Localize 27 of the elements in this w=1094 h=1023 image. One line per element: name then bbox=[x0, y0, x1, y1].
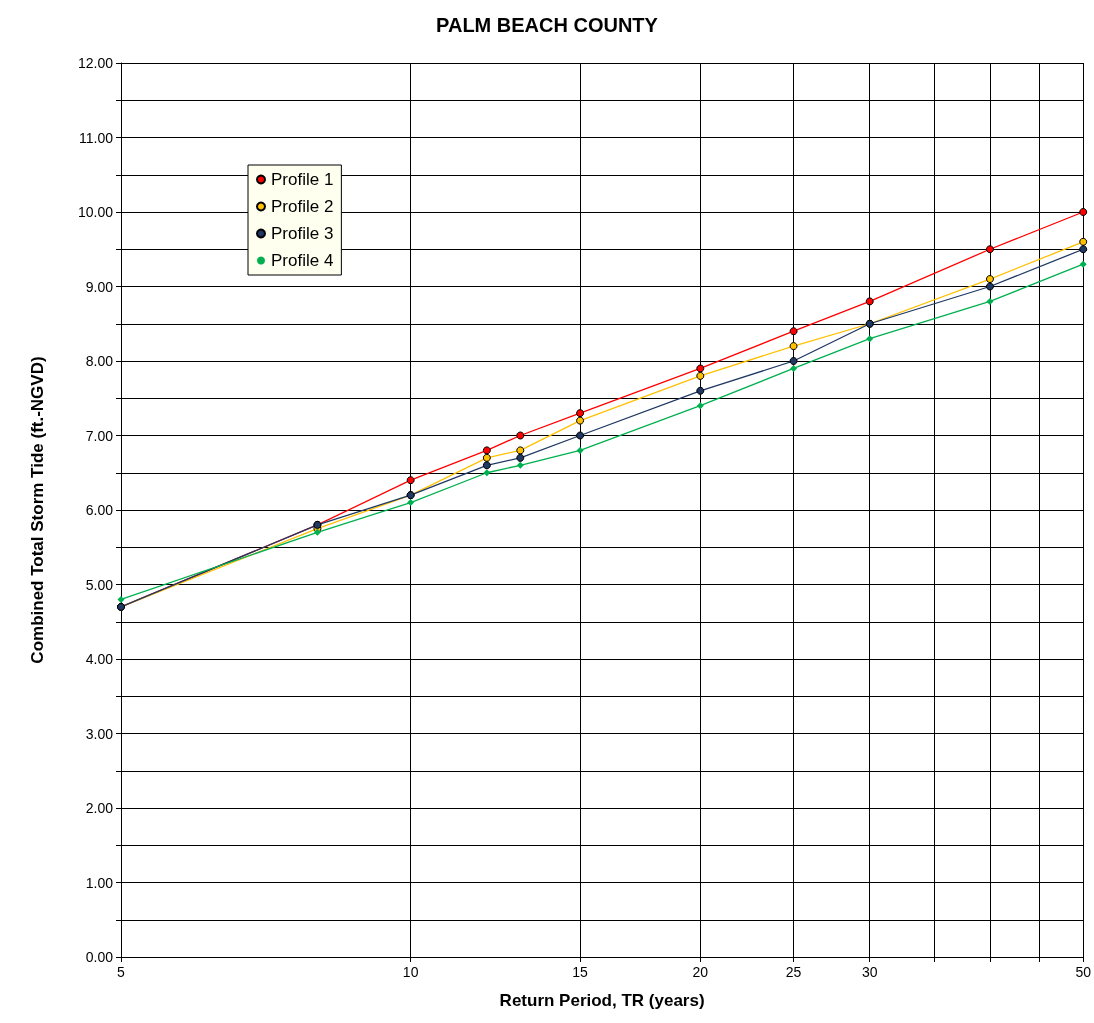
x-tick-label: 10 bbox=[402, 964, 419, 980]
y-axis-title: Combined Total Storm Tide (ft.-NGVD) bbox=[28, 356, 47, 664]
y-tick-label: 11.00 bbox=[79, 129, 114, 146]
y-tick-label: 2.00 bbox=[85, 800, 114, 816]
y-tick-label: 12.00 bbox=[77, 55, 114, 71]
y-tick-label: 8.00 bbox=[85, 353, 114, 369]
y-tick-label: 5.00 bbox=[85, 576, 114, 593]
y-tick-label: 4.00 bbox=[85, 651, 114, 667]
x-tick-label: 5 bbox=[117, 964, 126, 980]
y-tick-label: 0.00 bbox=[85, 949, 114, 965]
chart-title: PALM BEACH COUNTY bbox=[436, 14, 659, 36]
y-tick-label: 9.00 bbox=[85, 278, 114, 295]
x-axis-title: Return Period, TR (years) bbox=[499, 991, 705, 1010]
y-tick-label: 10.00 bbox=[77, 204, 114, 220]
x-tick-label: 50 bbox=[1075, 964, 1092, 980]
legend-label: Profile 3 bbox=[271, 224, 334, 243]
legend-label: Profile 1 bbox=[271, 170, 334, 189]
legend-label: Profile 2 bbox=[271, 197, 334, 216]
x-tick-label: 20 bbox=[692, 964, 709, 980]
y-tick-label: 3.00 bbox=[85, 725, 114, 742]
x-tick-label: 15 bbox=[572, 964, 589, 980]
y-tick-label: 6.00 bbox=[85, 502, 114, 518]
y-tick-label: 7.00 bbox=[85, 427, 114, 444]
x-tick-label: 25 bbox=[785, 964, 802, 980]
legend-label: Profile 4 bbox=[271, 251, 334, 270]
x-tick-label: 30 bbox=[861, 964, 878, 980]
y-tick-label: 1.00 bbox=[85, 874, 114, 891]
